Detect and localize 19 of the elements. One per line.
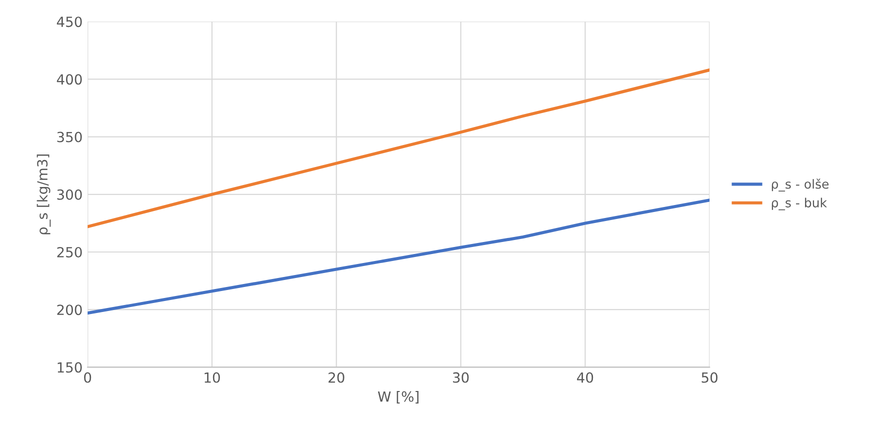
x-tick-label: 20	[328, 372, 344, 383]
x-tick-label: 0	[84, 372, 92, 383]
x-tick-label: 40	[577, 372, 594, 383]
legend-label: ρ_s - buk	[772, 198, 827, 210]
line-series	[88, 198, 710, 315]
y-tick-label: 400	[56, 74, 82, 85]
legend-label: ρ_s - olše	[772, 178, 829, 192]
x-tick-label: 50	[702, 372, 718, 383]
y-tick-label: 250	[57, 246, 82, 258]
x-tick-label: 30	[453, 372, 469, 383]
y-axis-title: ρ_s [kg/m3]	[36, 154, 51, 234]
y-tick-label: 200	[57, 304, 82, 316]
y-tick-label: 300	[57, 189, 82, 200]
y-tick-label: 150	[58, 362, 82, 373]
y-tick-label: 450	[56, 16, 82, 28]
x-axis-title: W [%]	[378, 391, 418, 404]
y-tick-label: 350	[57, 132, 82, 142]
line-series	[88, 68, 710, 228]
x-tick-label: 10	[204, 372, 220, 383]
